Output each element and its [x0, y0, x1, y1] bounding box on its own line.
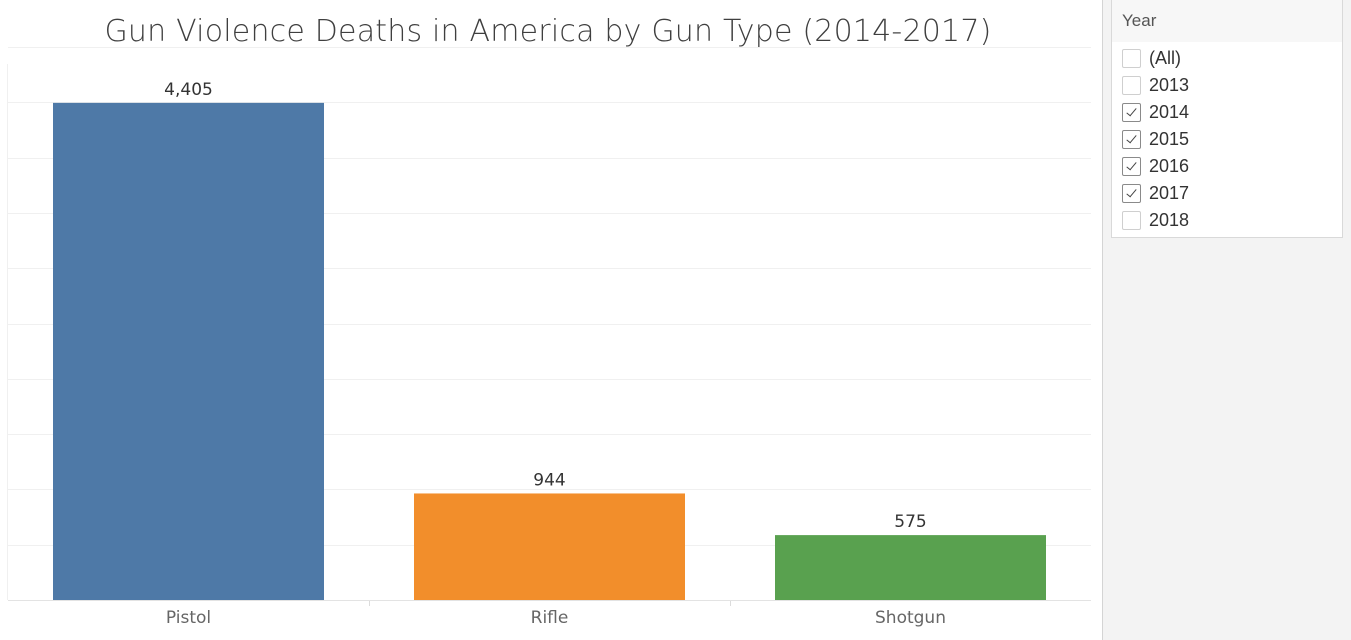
bar-chart: 4,405 944 575 Pistol Rifle Shotgun — [7, 47, 1091, 628]
filter-item-2015[interactable]: 2015 — [1122, 126, 1342, 153]
data-label-shotgun: 575 — [894, 512, 926, 532]
x-tick-label-rifle: Rifle — [531, 608, 569, 628]
filter-list: (All) 2013 2014 2015 2016 2017 2018 — [1112, 42, 1342, 234]
checkbox[interactable] — [1122, 130, 1141, 149]
filter-item-label: 2016 — [1149, 156, 1190, 176]
bar-shotgun[interactable] — [775, 535, 1046, 600]
filter-title: Year — [1112, 0, 1342, 42]
filter-item-all[interactable]: (All) — [1122, 45, 1342, 72]
checkbox[interactable] — [1122, 211, 1141, 230]
filter-item-label: (All) — [1149, 48, 1181, 68]
chart-title: Gun Violence Deaths in America by Gun Ty… — [104, 14, 992, 49]
checkbox[interactable] — [1122, 76, 1141, 95]
x-tick-label-pistol: Pistol — [166, 608, 211, 628]
filter-item-label: 2017 — [1149, 183, 1190, 203]
filter-item-label: 2018 — [1149, 210, 1190, 230]
data-label-pistol: 4,405 — [164, 80, 213, 100]
checkbox[interactable] — [1122, 157, 1141, 176]
checkbox[interactable] — [1122, 103, 1141, 122]
side-panel: Year (All) 2013 2014 2015 2016 2017 2018 — [1102, 0, 1351, 640]
checkbox[interactable] — [1122, 184, 1141, 203]
bar-pistol[interactable] — [53, 102, 324, 600]
filter-item-2013[interactable]: 2013 — [1122, 72, 1342, 99]
filter-item-label: 2015 — [1149, 129, 1190, 149]
filter-item-2016[interactable]: 2016 — [1122, 153, 1342, 180]
data-label-rifle: 944 — [533, 470, 565, 490]
bars — [53, 102, 1046, 600]
value-labels: 4,405 944 575 — [164, 80, 927, 532]
x-axis: Pistol Rifle Shotgun — [8, 600, 1091, 628]
filter-item-2014[interactable]: 2014 — [1122, 99, 1342, 126]
filter-item-label: 2013 — [1149, 75, 1190, 95]
filter-item-2017[interactable]: 2017 — [1122, 180, 1342, 207]
chart-area: Gun Violence Deaths in America by Gun Ty… — [7, 14, 1091, 628]
x-tick-label-shotgun: Shotgun — [875, 608, 946, 628]
checkbox[interactable] — [1122, 49, 1141, 68]
year-filter: Year (All) 2013 2014 2015 2016 2017 2018 — [1111, 0, 1343, 238]
filter-item-2018[interactable]: 2018 — [1122, 207, 1342, 234]
bar-rifle[interactable] — [414, 493, 685, 600]
filter-item-label: 2014 — [1149, 102, 1190, 122]
